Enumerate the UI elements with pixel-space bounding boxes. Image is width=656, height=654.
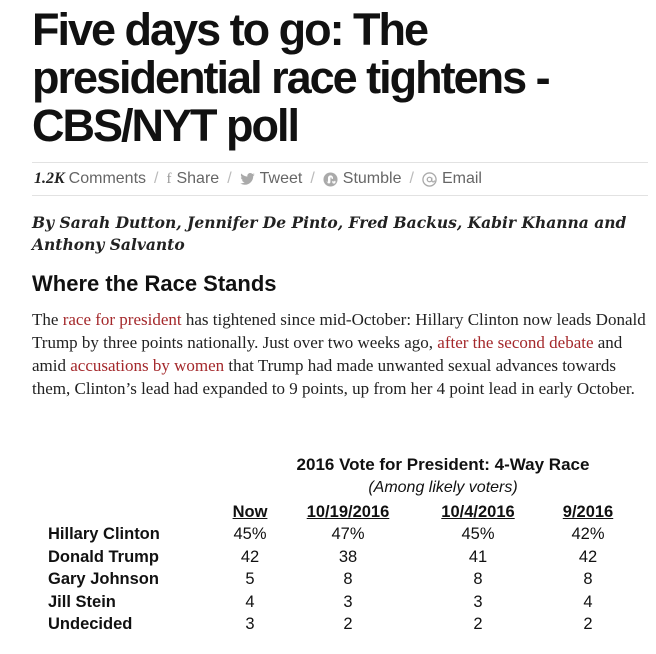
table-row: Jill Stein 4 3 3 4: [48, 591, 634, 614]
poll-value: 42%: [571, 525, 605, 544]
twitter-icon: [239, 173, 255, 185]
candidate-name: Donald Trump: [48, 547, 159, 566]
stumbleupon-icon: [323, 171, 338, 187]
section-heading: Where the Race Stands: [32, 271, 277, 296]
social-share-bar: 1.2K Comments / f Share / Tweet / Stumbl…: [32, 162, 648, 196]
table-row: Hillary Clinton 45% 47% 45% 42%: [48, 524, 634, 547]
column-header-10-19-2016: 10/19/2016: [306, 502, 390, 521]
candidate-name: Hillary Clinton: [48, 525, 160, 544]
table-row: Undecided 3 2 2 2: [48, 614, 634, 637]
poll-value: 2: [343, 615, 353, 634]
poll-value: 8: [583, 570, 593, 589]
poll-value: 45%: [233, 525, 267, 544]
candidate-name: Jill Stein: [48, 592, 116, 611]
poll-value: 42: [578, 547, 598, 566]
poll-subtitle: (Among likely voters): [368, 479, 518, 496]
poll-value: 4: [583, 592, 593, 611]
poll-value: 2: [473, 615, 483, 634]
poll-value: 3: [245, 615, 255, 634]
email-button[interactable]: Email: [422, 170, 482, 188]
separator: /: [310, 170, 315, 187]
poll-value: 42: [240, 547, 260, 566]
poll-value: 41: [468, 547, 488, 566]
stumble-label: Stumble: [342, 170, 402, 187]
comments-link[interactable]: 1.2K Comments: [34, 170, 146, 188]
poll-value: 5: [245, 570, 255, 589]
poll-value: 3: [473, 592, 483, 611]
share-button[interactable]: f Share: [166, 170, 219, 188]
poll-value: 8: [473, 570, 483, 589]
race-for-president-link[interactable]: race for president: [62, 310, 182, 329]
second-debate-link[interactable]: after the second debate: [437, 333, 594, 352]
separator: /: [409, 170, 414, 187]
separator: /: [227, 170, 232, 187]
article-paragraph: The race for president has tightened sin…: [32, 308, 650, 400]
paragraph-text: has tightened since mid-October: Hillary…: [32, 310, 646, 352]
tweet-button[interactable]: Tweet: [239, 170, 303, 188]
candidate-name: Gary Johnson: [48, 570, 159, 589]
poll-header-row: Now 10/19/2016 10/4/2016 9/2016: [48, 501, 634, 524]
email-label: Email: [441, 170, 482, 187]
byline: By Sarah Dutton, Jennifer De Pinto, Fred…: [32, 213, 627, 254]
poll-title: 2016 Vote for President: 4-Way Race: [296, 455, 590, 474]
tweet-label: Tweet: [259, 170, 303, 187]
poll-table: Now 10/19/2016 10/4/2016 9/2016 Hillary …: [48, 501, 634, 636]
facebook-icon: f: [166, 170, 172, 187]
candidate-name: Undecided: [48, 615, 133, 634]
stumble-button[interactable]: Stumble: [323, 170, 402, 188]
poll-value: 3: [343, 592, 353, 611]
poll-value: 45%: [461, 525, 495, 544]
poll-value: 2: [583, 615, 593, 634]
poll-value: 47%: [331, 525, 365, 544]
paragraph-text: that Trump had made unwanted sexual adva…: [32, 356, 635, 398]
candidate-column-header: [48, 501, 218, 524]
paragraph-text: The: [32, 310, 63, 329]
poll-value: 4: [245, 592, 255, 611]
poll-value: 38: [338, 547, 358, 566]
comment-count: 1.2K: [34, 170, 65, 187]
column-header-9-2016: 9/2016: [562, 502, 614, 521]
column-header-now: Now: [232, 502, 268, 521]
email-at-icon: [422, 171, 437, 187]
poll-value: 8: [343, 570, 353, 589]
paragraph-text: and amid: [32, 333, 623, 375]
column-header-10-4-2016: 10/4/2016: [441, 502, 515, 521]
separator: /: [154, 170, 159, 187]
accusations-link[interactable]: accusations by women: [70, 356, 225, 375]
table-row: Gary Johnson 5 8 8 8: [48, 569, 634, 592]
share-label: Share: [176, 170, 220, 187]
headline: Five days to go: The presidential race t…: [32, 4, 551, 151]
table-row: Donald Trump 42 38 41 42: [48, 546, 634, 569]
comments-label: Comments: [68, 170, 147, 187]
